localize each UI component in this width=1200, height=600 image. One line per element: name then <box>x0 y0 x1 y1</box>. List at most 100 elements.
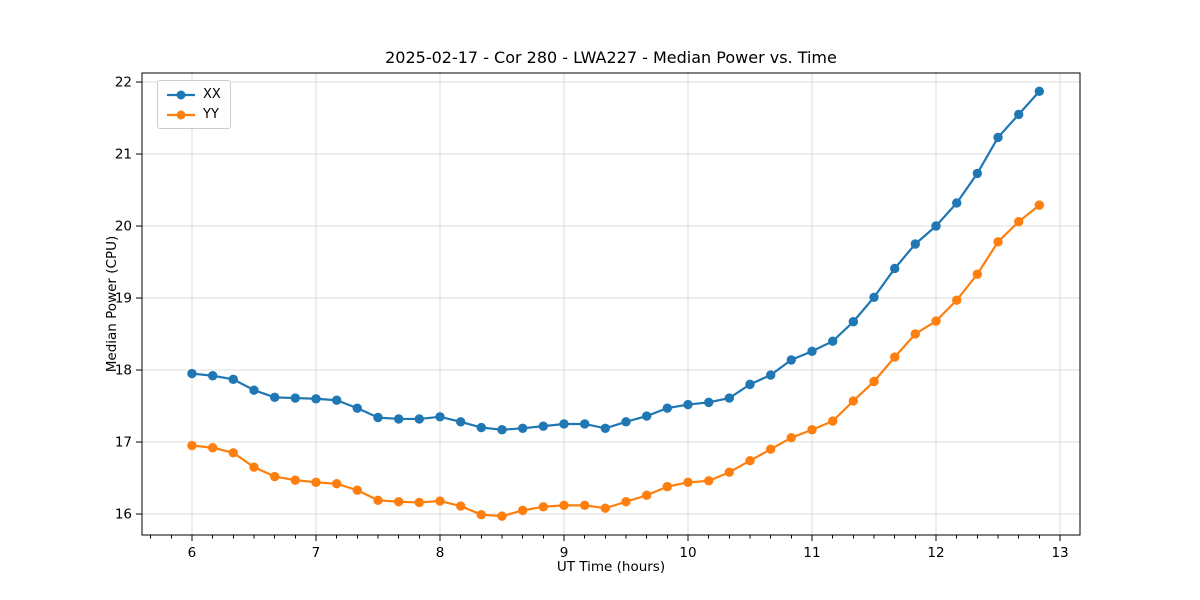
data-point-xx <box>993 132 1003 143</box>
data-point-xx <box>290 393 300 403</box>
data-point-yy <box>207 443 218 453</box>
data-point-yy <box>311 477 321 487</box>
data-point-yy <box>786 432 797 443</box>
data-point-xx <box>621 417 631 427</box>
data-point-yy <box>456 501 466 511</box>
data-point-xx <box>580 419 590 429</box>
data-point-xx <box>683 399 693 410</box>
legend: XX YY <box>157 80 231 129</box>
data-point-yy <box>414 497 424 508</box>
data-point-xx <box>207 371 218 381</box>
data-point-xx <box>724 393 735 403</box>
y-tick-label: 21 <box>115 146 132 162</box>
data-point-yy <box>559 500 569 511</box>
legend-label-yy: YY <box>203 107 219 122</box>
legend-line-sample-yy <box>167 110 195 119</box>
legend-label-xx: XX <box>203 87 221 102</box>
data-point-yy <box>869 376 879 387</box>
data-point-yy <box>435 496 445 506</box>
data-point-xx <box>249 385 259 395</box>
data-point-yy <box>724 467 735 477</box>
data-point-xx <box>187 368 197 379</box>
data-point-xx <box>476 422 486 433</box>
data-point-xx <box>662 403 672 413</box>
y-tick-label: 20 <box>115 218 132 234</box>
data-point-yy <box>269 471 280 482</box>
data-point-yy <box>993 237 1003 247</box>
data-point-xx <box>373 412 383 423</box>
data-point-yy <box>373 495 383 505</box>
chart-title: 2025-02-17 - Cor 280 - LWA227 - Median P… <box>385 48 837 67</box>
data-point-xx <box>807 346 817 356</box>
data-point-xx <box>869 292 879 302</box>
data-point-xx <box>890 263 900 274</box>
data-point-xx <box>393 414 404 424</box>
x-tick-label: 6 <box>188 545 197 561</box>
data-point-yy <box>497 511 507 521</box>
data-point-yy <box>683 477 693 487</box>
data-point-xx <box>456 417 466 427</box>
data-point-xx <box>931 221 941 231</box>
data-point-yy <box>890 352 900 362</box>
data-point-xx <box>642 411 652 421</box>
x-axis-label: UT Time (hours) <box>556 559 666 575</box>
data-point-yy <box>538 502 548 512</box>
plot-border <box>141 72 1081 536</box>
y-tick-label: 18 <box>115 362 132 378</box>
data-point-yy <box>600 503 610 513</box>
data-point-xx <box>1014 109 1024 120</box>
data-point-yy <box>518 505 528 516</box>
data-point-xx <box>269 392 280 403</box>
data-point-xx <box>972 168 983 179</box>
data-point-xx <box>559 419 569 429</box>
data-point-yy <box>745 455 755 466</box>
x-tick-label: 10 <box>679 545 696 561</box>
data-point-yy <box>187 440 197 451</box>
data-point-xx <box>497 425 507 435</box>
data-point-yy <box>662 481 672 492</box>
x-tick-label: 13 <box>1051 545 1068 561</box>
data-point-yy <box>331 479 342 489</box>
data-point-xx <box>828 336 838 346</box>
x-tick-label: 11 <box>803 545 820 561</box>
data-point-xx <box>786 355 797 365</box>
data-point-xx <box>352 403 362 413</box>
y-tick-label: 16 <box>115 506 132 522</box>
data-point-yy <box>642 490 652 500</box>
data-point-yy <box>476 509 486 520</box>
data-point-yy <box>352 485 362 495</box>
data-point-xx <box>435 412 445 422</box>
data-point-yy <box>972 269 983 279</box>
data-point-xx <box>600 423 610 434</box>
y-tick-label: 22 <box>115 74 132 90</box>
legend-entry-xx: XX <box>165 86 221 103</box>
y-tick-label: 17 <box>115 434 132 450</box>
x-tick-label: 7 <box>312 545 321 561</box>
data-point-xx <box>518 423 528 434</box>
data-point-yy <box>828 416 838 426</box>
x-tick-label: 12 <box>927 545 944 561</box>
data-point-xx <box>766 370 776 380</box>
data-point-yy <box>848 396 859 406</box>
data-point-xx <box>704 397 714 408</box>
data-point-yy <box>290 475 300 485</box>
data-point-xx <box>311 394 321 404</box>
data-point-yy <box>931 316 941 326</box>
data-point-yy <box>704 476 714 486</box>
data-point-xx <box>538 421 548 431</box>
y-tick-label: 19 <box>115 290 132 306</box>
data-point-yy <box>766 444 776 454</box>
data-point-yy <box>1014 216 1024 227</box>
data-point-xx <box>910 239 921 249</box>
series-line-xx <box>190 90 1041 431</box>
x-tick-label: 8 <box>436 545 445 561</box>
series-line-yy <box>190 204 1041 518</box>
data-point-yy <box>910 329 921 339</box>
legend-entry-yy: YY <box>165 106 221 123</box>
data-point-xx <box>848 317 859 327</box>
data-point-yy <box>807 425 817 435</box>
data-point-xx <box>331 395 342 405</box>
data-point-xx <box>414 414 424 424</box>
